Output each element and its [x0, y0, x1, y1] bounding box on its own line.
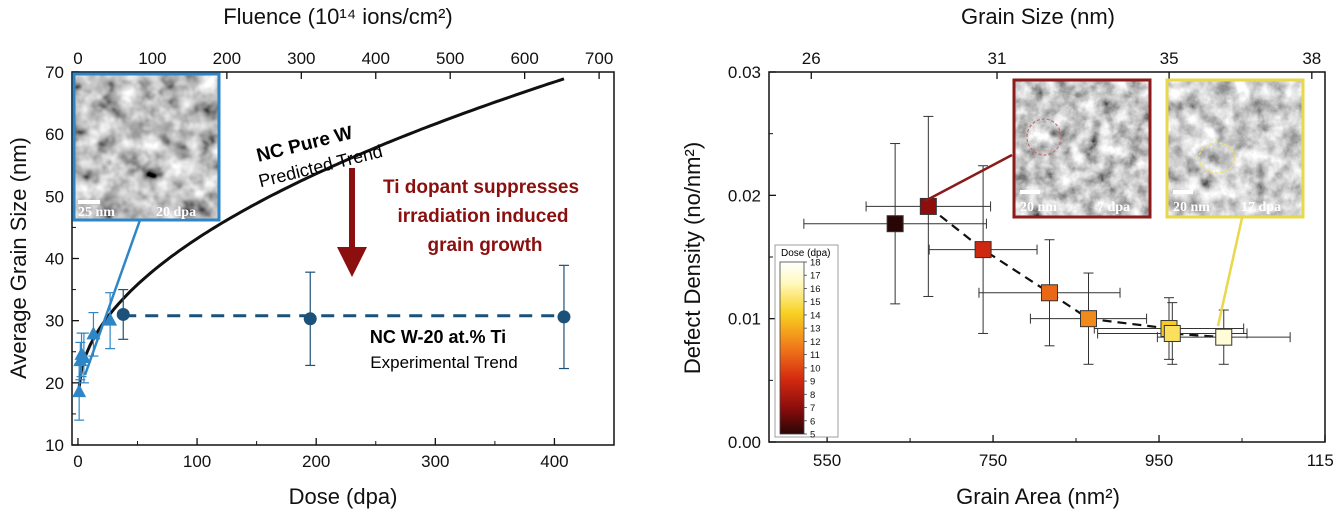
left-top-axis-title: Fluence (10¹⁴ ions/cm²): [223, 4, 453, 29]
left-y-tick-label: 60: [45, 125, 64, 144]
right-y-tick-label: 0.00: [728, 433, 761, 452]
colorbar-label: 13: [810, 324, 821, 335]
right-top-axis-title: Grain Size (nm): [961, 4, 1115, 29]
right-data-point-square: [1163, 324, 1181, 342]
dose-colorbar: Dose (dpa) 5 6 7 8 9 10 11 12 13 14 15 16 17 18: [774, 244, 839, 441]
colorbar-label: 12: [810, 337, 821, 348]
left-data-point-circle: [557, 310, 571, 324]
left-top-tick-label: 500: [436, 49, 464, 68]
left-x-tick-label: 300: [421, 452, 449, 471]
left-top-tick-label: 600: [510, 49, 538, 68]
right-data-point-square: [919, 197, 937, 215]
left-y-tick-label: 40: [45, 250, 64, 269]
colorbar-label: 18: [810, 258, 821, 269]
right-y-tick-label: 0.03: [728, 63, 761, 82]
dopant-text-line-2: irradiation induced: [397, 206, 568, 227]
left-data-point-triangle: [86, 326, 101, 340]
colorbar-label: 11: [810, 350, 820, 361]
right-data-point-square: [1040, 284, 1058, 302]
left-x-tick-label: 0: [73, 452, 82, 471]
right-data-point-square: [886, 215, 904, 233]
right-y-tick-label: 0.01: [728, 310, 761, 329]
colorbar-label: 6: [810, 416, 815, 427]
left-data-point-triangle: [72, 384, 87, 398]
right-x-axis-title: Grain Area (nm²): [956, 484, 1120, 509]
left-data-point-triangle: [76, 349, 91, 363]
svg-text:20 nm: 20 nm: [1173, 200, 1210, 215]
inset-17dpa-tem-image: 20 nm 17 dpa: [1165, 78, 1305, 219]
defect-trend-line: [927, 205, 1224, 339]
left-top-tick-label: 700: [585, 49, 613, 68]
left-data-point-circle: [116, 307, 130, 321]
colorbar-label: 7: [810, 403, 815, 414]
dopant-text-line-3: grain growth: [427, 235, 542, 256]
right-data-points: [886, 197, 1233, 346]
right-x-tick-label: 750: [979, 451, 1007, 470]
left-y-tick-label: 10: [45, 436, 64, 455]
left-y-tick-label: 30: [45, 312, 64, 331]
left-top-tick-label: 0: [73, 49, 82, 68]
left-data-point-circle: [303, 312, 317, 326]
inset-7dpa-tem-image: 20 nm 7 dpa: [1012, 78, 1152, 219]
right-data-point-square: [974, 241, 992, 259]
colorbar-label: 9: [810, 377, 815, 388]
right-data-point-square: [1215, 328, 1233, 346]
left-x-tick-label: 400: [540, 452, 568, 471]
colorbar-label: 8: [810, 390, 815, 401]
right-top-tick-label: 38: [1302, 49, 1321, 68]
colorbar-label: 15: [810, 297, 821, 308]
left-inset-tem-image: 25 nm 20 dpa: [72, 72, 221, 222]
left-y-axis-title: Average Grain Size (nm): [6, 137, 31, 379]
right-trend-line: [927, 205, 1224, 339]
left-data-point-triangle: [103, 312, 118, 326]
left-top-tick-label: 200: [213, 49, 241, 68]
right-y-tick-label: 0.02: [728, 186, 761, 205]
left-x-tick-label: 200: [302, 452, 330, 471]
left-trend-lines: [76, 77, 565, 396]
svg-text:7 dpa: 7 dpa: [1097, 200, 1130, 215]
right-x-tick-label: 550: [813, 451, 841, 470]
colorbar-label: 5: [810, 430, 815, 441]
left-inset-connector: [83, 219, 142, 376]
left-top-tick-label: 300: [287, 49, 315, 68]
svg-text:Dose (dpa): Dose (dpa): [781, 248, 830, 259]
left-y-tick-label: 50: [45, 187, 64, 206]
svg-text:20 dpa: 20 dpa: [156, 205, 196, 220]
svg-text:20 nm: 20 nm: [1020, 200, 1057, 215]
left-data-points: [72, 307, 571, 398]
right-top-tick-label: 31: [988, 49, 1007, 68]
colorbar-label: 16: [810, 284, 821, 295]
ti-sublabel: Experimental Trend: [370, 353, 517, 372]
left-top-tick-label: 400: [362, 49, 390, 68]
left-y-tick-label: 70: [45, 63, 64, 82]
inset-17dpa-connector: [1216, 217, 1244, 327]
pure-w-trend-line: [76, 77, 565, 396]
right-y-axis-title: Defect Density (no/nm²): [680, 142, 705, 374]
svg-text:17 dpa: 17 dpa: [1241, 200, 1281, 215]
left-x-tick-label: 100: [183, 452, 211, 471]
right-x-tick-label: 950: [1145, 451, 1173, 470]
left-y-tick-label: 20: [45, 374, 64, 393]
ti-label: NC W-20 at.% Ti: [370, 327, 506, 347]
colorbar-label: 17: [810, 271, 821, 282]
colorbar-label: 10: [810, 363, 821, 374]
right-top-tick-label: 26: [802, 49, 821, 68]
right-top-tick-label: 35: [1160, 49, 1179, 68]
right-data-point-square: [1079, 310, 1097, 328]
dopant-text-line-1: Ti dopant suppresses: [383, 177, 579, 198]
left-top-tick-label: 100: [138, 49, 166, 68]
colorbar-label: 14: [810, 310, 821, 321]
left-x-axis-title: Dose (dpa): [289, 484, 398, 509]
inset-7dpa-connector: [924, 153, 1013, 203]
svg-text:25 nm: 25 nm: [78, 205, 115, 220]
